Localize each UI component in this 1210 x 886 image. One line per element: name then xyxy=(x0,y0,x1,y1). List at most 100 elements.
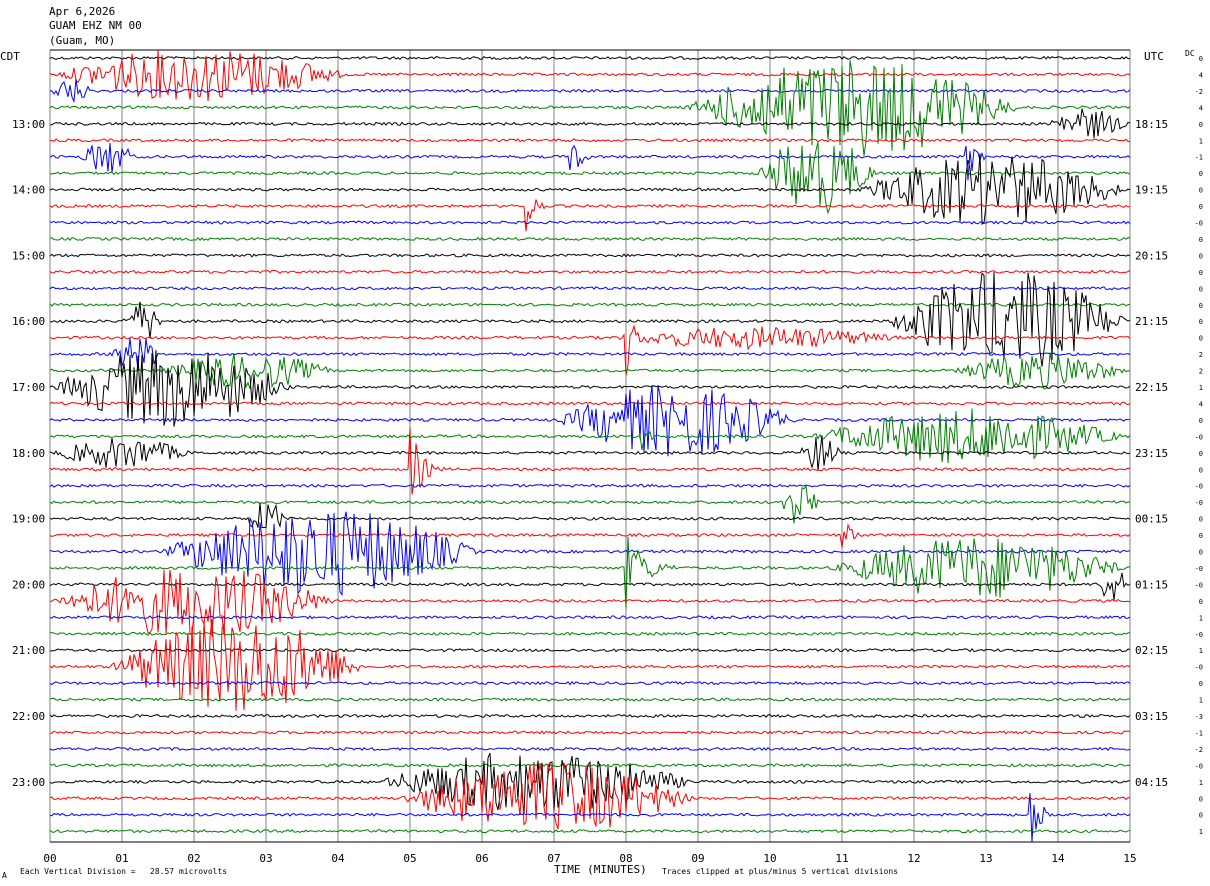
trace-line xyxy=(49,572,1131,601)
right-hour-label: 22:15 xyxy=(1135,381,1168,394)
trace-line xyxy=(49,485,1131,524)
dc-offset-label: -2 xyxy=(1195,88,1203,96)
trace-line xyxy=(49,199,1130,232)
trace-line xyxy=(49,55,1131,61)
left-hour-label: 23:00 xyxy=(12,776,45,789)
x-tick-label: 06 xyxy=(475,852,488,865)
dc-offset-label: 0 xyxy=(1199,203,1203,211)
x-tick-label: 04 xyxy=(331,852,345,865)
trace-line xyxy=(49,829,1131,834)
dc-offset-label: 0 xyxy=(1199,121,1203,129)
dc-offset-label: -1 xyxy=(1195,154,1203,162)
trace-line xyxy=(49,615,1131,620)
trace-line xyxy=(49,50,1131,102)
right-hour-label: 21:15 xyxy=(1135,315,1168,328)
right-hour-label: 00:15 xyxy=(1135,513,1168,526)
trace-line xyxy=(49,142,1131,181)
dc-offset-label: 0 xyxy=(1199,236,1203,244)
dc-offset-label: 1 xyxy=(1199,384,1203,392)
dc-offset-label: 4 xyxy=(1199,400,1203,408)
x-tick-label: 13 xyxy=(979,852,992,865)
dc-offset-label: 0 xyxy=(1199,335,1203,343)
right-hour-label: 01:15 xyxy=(1135,578,1168,591)
trace-line xyxy=(49,730,1131,735)
trace-line xyxy=(49,483,1131,488)
left-hour-label: 13:00 xyxy=(12,118,45,131)
dc-offset-label: 0 xyxy=(1199,680,1203,688)
trace-line xyxy=(49,631,1131,636)
trace-line xyxy=(49,752,1131,814)
right-hour-label: 23:15 xyxy=(1135,447,1168,460)
trace-line xyxy=(49,511,1131,597)
dc-offset-label: 0 xyxy=(1199,285,1203,293)
x-tick-label: 10 xyxy=(763,852,776,865)
x-tick-label: 07 xyxy=(547,852,560,865)
x-tick-label: 12 xyxy=(907,852,920,865)
dc-offset-label: -0 xyxy=(1195,499,1203,507)
dc-offset-label: 0 xyxy=(1199,170,1203,178)
trace-line xyxy=(49,536,1131,609)
trace-line xyxy=(49,792,1131,842)
x-tick-label: 01 xyxy=(115,852,128,865)
left-hour-label: 17:00 xyxy=(12,381,45,394)
left-hour-label: 16:00 xyxy=(12,315,45,328)
dc-offset-label: -0 xyxy=(1195,581,1203,589)
dc-offset-label: 0 xyxy=(1199,55,1203,63)
trace-line xyxy=(49,324,1131,376)
trace-line xyxy=(49,427,1131,495)
trace-line xyxy=(49,697,1130,702)
left-hour-label: 18:00 xyxy=(12,447,45,460)
trace-line xyxy=(49,713,1131,719)
dc-offset-label: -0 xyxy=(1195,220,1203,228)
x-tick-label: 15 xyxy=(1123,852,1136,865)
dc-offset-label: -0 xyxy=(1195,433,1203,441)
trace-line xyxy=(49,680,1131,686)
dc-offset-label: 1 xyxy=(1199,614,1203,622)
trace-line xyxy=(49,142,1131,215)
trace-line xyxy=(49,435,1131,471)
right-hour-label: 18:15 xyxy=(1135,118,1168,131)
trace-line xyxy=(49,523,1131,548)
trace-line xyxy=(49,619,1131,711)
dc-offset-label: 2 xyxy=(1199,368,1203,376)
x-tick-label: 03 xyxy=(259,852,272,865)
dc-offset-label: 0 xyxy=(1199,466,1203,474)
dc-offset-label: 0 xyxy=(1199,532,1203,540)
corner-mark: A xyxy=(2,871,7,880)
left-hour-label: 14:00 xyxy=(12,184,45,197)
dc-offset-label: 1 xyxy=(1199,828,1203,836)
right-hour-label: 04:15 xyxy=(1135,776,1168,789)
dc-column-title: DC xyxy=(1185,49,1195,58)
dc-offset-label: 0 xyxy=(1199,269,1203,277)
left-hour-label: 22:00 xyxy=(12,710,45,723)
trace-line xyxy=(49,384,1131,457)
dc-offset-label: 0 xyxy=(1199,598,1203,606)
x-tick-label: 02 xyxy=(187,852,200,865)
trace-line xyxy=(49,502,1131,529)
trace-line xyxy=(49,761,1131,830)
dc-offset-label: 0 xyxy=(1199,187,1203,195)
right-hour-label: 20:15 xyxy=(1135,249,1168,262)
left-hour-label: 15:00 xyxy=(12,249,45,262)
right-hour-label: 02:15 xyxy=(1135,644,1168,657)
x-tick-label: 09 xyxy=(691,852,704,865)
dc-offset-label: 0 xyxy=(1199,417,1203,425)
right-axis-title: UTC xyxy=(1144,50,1164,63)
trace-line xyxy=(49,269,1131,274)
trace-line xyxy=(49,138,1131,143)
right-hour-label: 19:15 xyxy=(1135,184,1168,197)
dc-offset-label: -0 xyxy=(1195,664,1203,672)
dc-offset-label: -2 xyxy=(1195,746,1203,754)
x-axis-title: TIME (MINUTES) xyxy=(554,863,647,876)
dc-offset-label: 2 xyxy=(1199,351,1203,359)
trace-line xyxy=(49,220,1131,225)
trace-line xyxy=(49,401,1131,406)
x-tick-label: 14 xyxy=(1051,852,1065,865)
right-hour-label: 03:15 xyxy=(1135,710,1168,723)
dc-offset-label: 1 xyxy=(1199,779,1203,787)
dc-offset-label: -3 xyxy=(1195,713,1203,721)
dc-offset-label: 0 xyxy=(1199,450,1203,458)
plot-date: Apr 6,2026 xyxy=(49,5,116,18)
dc-offset-label: -0 xyxy=(1195,483,1203,491)
dc-offset-label: -1 xyxy=(1195,729,1203,737)
